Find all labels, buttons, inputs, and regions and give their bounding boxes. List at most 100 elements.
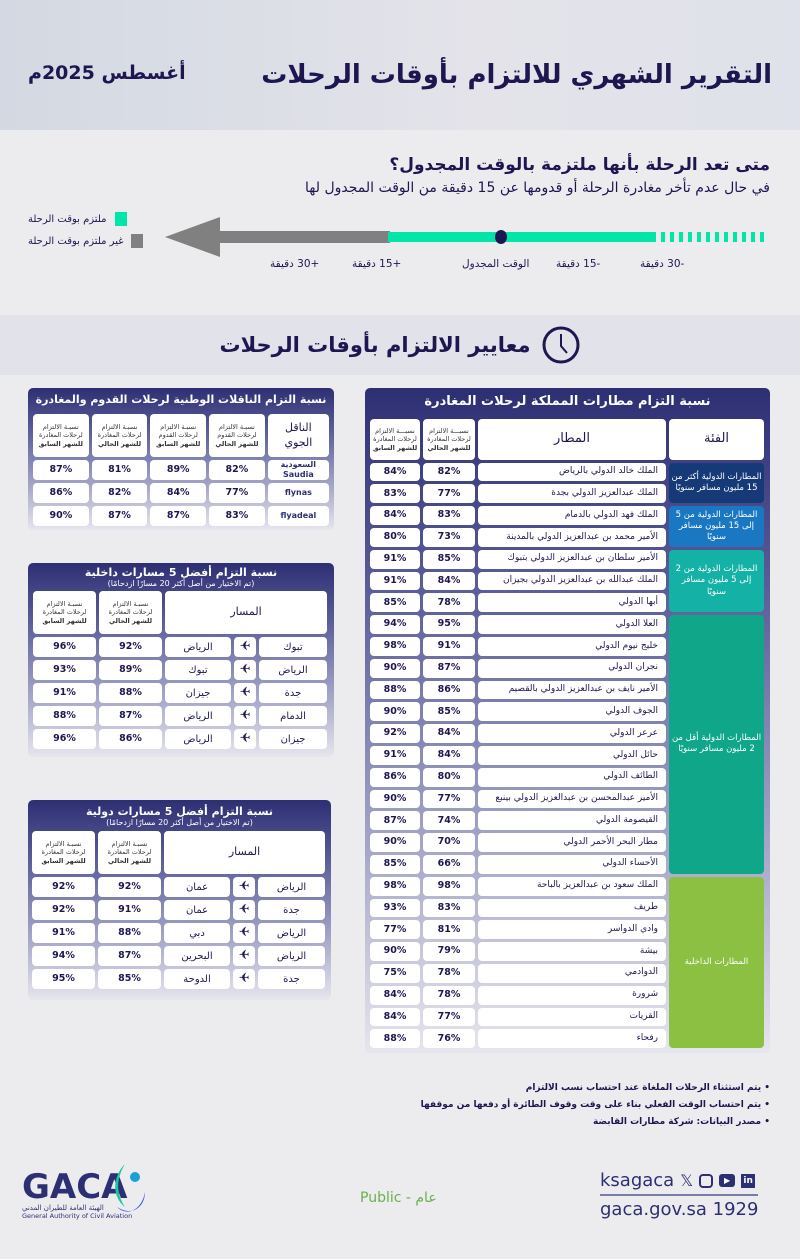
domestic-title: نسبة التزام أفضل 5 مسارات داخلية <box>84 566 278 579</box>
destination: دبي <box>164 923 230 943</box>
origin: جدة <box>258 900 325 920</box>
destination: جيزان <box>165 683 231 703</box>
destination: تبوك <box>165 660 231 680</box>
previous-value: 95% <box>32 969 95 989</box>
note: • يتم احتساب الوقت الفعلي بناء على وقت و… <box>420 1100 770 1110</box>
airplane-icon: ✈ <box>234 637 256 657</box>
airport-name: الملك فهد الدولي بالدمام <box>478 506 666 525</box>
previous-value: 90% <box>370 942 420 961</box>
previous-value: 98% <box>370 876 420 896</box>
current-value: 79% <box>423 942 475 961</box>
website-link[interactable]: gaca.gov.sa 1929 <box>600 1199 759 1220</box>
carrier-dep-prev: 90% <box>33 506 89 526</box>
previous-value: 88% <box>33 706 96 726</box>
previous-value: 84% <box>370 506 420 525</box>
current-value: 70% <box>423 833 475 852</box>
current-value: 88% <box>99 683 162 703</box>
destination: الدوحة <box>164 969 230 989</box>
airplane-icon: ✈ <box>234 660 256 680</box>
airport-name: الملك عبدالعزيز الدولي بجدة <box>478 484 666 504</box>
tick-plus15: +15 دقيقة <box>352 258 402 270</box>
carrier-arr-prev: 89% <box>150 460 207 480</box>
category-cell: المطارات الدولية من 2 إلى 5 مليون مسافر … <box>669 549 764 613</box>
current-value: 86% <box>99 729 162 749</box>
previous-value: 85% <box>370 854 420 874</box>
previous-value: 98% <box>370 636 420 656</box>
instagram-icon[interactable] <box>699 1173 714 1188</box>
origin: الدمام <box>259 706 327 726</box>
header-previous: نسبـة الالتزام لرحلات المغادرة للشهر الساب… <box>32 831 95 874</box>
previous-value: 88% <box>370 1029 420 1049</box>
carrier-arr-prev: 87% <box>150 506 207 526</box>
header-dep-cur: نسبـة الالتزام لرحلات المغادرة للشهر الحال… <box>91 414 148 457</box>
airplane-icon: ✈ <box>234 683 256 703</box>
destination: الرياض <box>165 729 231 749</box>
current-value: 87% <box>99 706 162 726</box>
previous-value: 91% <box>33 683 96 703</box>
origin: جيزان <box>259 729 327 749</box>
airport-name: عرعر الدولي <box>478 724 666 743</box>
category-cell: المطارات الدولية أكثر من 15 مليون مسافر … <box>669 462 764 504</box>
carrier-dep-prev: 87% <box>33 460 89 480</box>
current-value: 73% <box>423 527 475 547</box>
x-icon[interactable]: 𝕏 <box>680 1171 694 1190</box>
previous-value: 75% <box>370 963 420 983</box>
header-carrier: الناقل الجوي <box>267 414 329 457</box>
airplane-icon: ✈ <box>234 706 256 726</box>
airport-name: الملك خالد الدولي بالرياض <box>478 462 666 482</box>
previous-value: 93% <box>370 898 420 918</box>
early-dashes <box>661 232 764 242</box>
airport-name: الملك عبدالله بن عبدالعزيز الدولي بجيزان <box>478 571 666 591</box>
linkedin-icon[interactable]: in <box>741 1173 756 1188</box>
scheduled-marker <box>495 230 507 244</box>
international-subtitle: (تم الاختيار من أصل أكثر 20 مسارًا ازدحا… <box>106 818 253 827</box>
section-title: معايير الالتزام بأوقات الرحلات <box>219 333 531 357</box>
header-route: المسار <box>165 591 327 634</box>
previous-value: 90% <box>370 658 420 678</box>
classification-label: Public - عام <box>360 1190 437 1206</box>
previous-value: 83% <box>370 484 420 504</box>
current-value: 98% <box>423 876 475 896</box>
destination: عمان <box>164 900 230 920</box>
header-background <box>0 0 800 130</box>
youtube-icon[interactable]: ▶ <box>719 1174 736 1187</box>
header-arr-prev: نسبـة الالتزام لرحلات القدوم للشهر السابق <box>150 414 207 457</box>
header-category: الفئة <box>669 419 764 460</box>
current-value: 77% <box>423 789 475 809</box>
logo-emblem-icon <box>115 1164 145 1212</box>
report-month: أغسطس 2025م <box>28 62 186 84</box>
legend-swatch <box>131 234 144 248</box>
previous-value: 94% <box>32 946 95 966</box>
airplane-icon: ✈ <box>234 729 256 749</box>
social-handle[interactable]: ksagaca <box>600 1170 675 1191</box>
previous-value: 91% <box>370 745 420 765</box>
carrier-arr-prev: 84% <box>150 483 207 503</box>
carrier-logo: flynas <box>267 483 329 503</box>
international-grid: نسبـة الالتزام لرحلات المغادرة للشهر الساب… <box>31 831 328 989</box>
domestic-subtitle: (تم الاختيار من أصل أكثر 20 مسارًا ازدحا… <box>107 579 255 588</box>
origin: جدة <box>259 683 327 703</box>
header-route: المسار <box>164 831 325 874</box>
current-value: 89% <box>99 660 162 680</box>
airport-name: العلا الدولي <box>478 615 666 634</box>
airport-name: بيشة <box>478 942 666 961</box>
previous-value: 87% <box>370 811 420 831</box>
late-arrow <box>165 217 390 257</box>
airport-name: الجوف الدولي <box>478 702 666 722</box>
airplane-icon: ✈ <box>233 946 255 966</box>
destination: عمان <box>164 877 230 897</box>
previous-value: 90% <box>370 833 420 852</box>
header-arr-cur: نسبـة الالتزام لرحلات القدوم للشهر الحالي <box>209 414 265 457</box>
current-value: 84% <box>423 745 475 765</box>
header-current: نسبـة الالتزام لرحلات المغادرة للشهر الحال… <box>98 831 161 874</box>
current-value: 80% <box>423 767 475 787</box>
section-band <box>0 315 800 375</box>
current-value: 83% <box>423 506 475 525</box>
header-dep-prev: نسبـة الالتزام لرحلات المغادرة للشهر الساب… <box>33 414 89 457</box>
current-value: 78% <box>423 985 475 1005</box>
airport-name: طريف <box>478 898 666 918</box>
origin: الرياض <box>258 946 325 966</box>
origin: تبوك <box>259 637 327 657</box>
current-value: 78% <box>423 963 475 983</box>
origin: الرياض <box>259 660 327 680</box>
